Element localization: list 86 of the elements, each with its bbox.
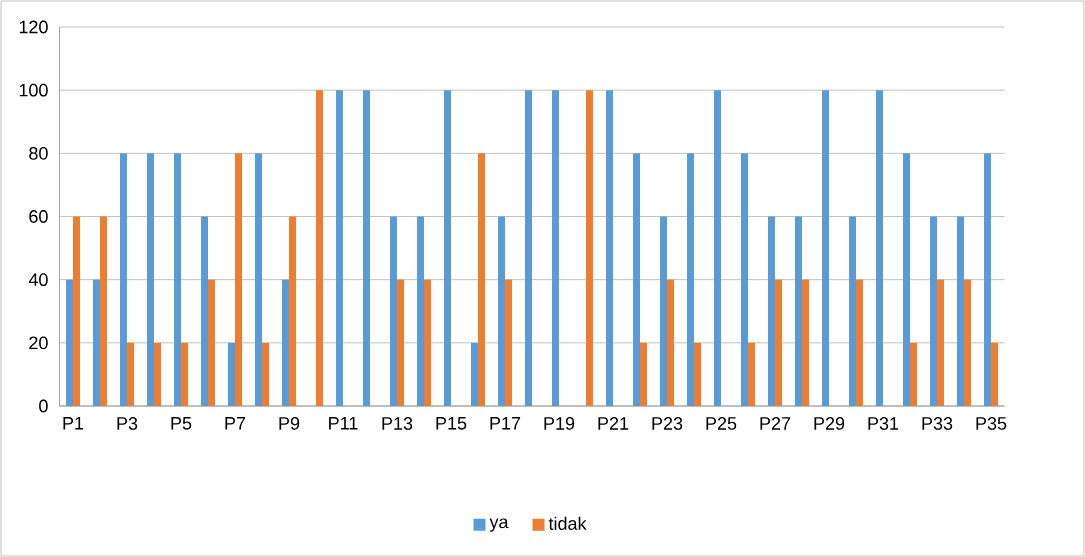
y-tick-label: 100 xyxy=(19,83,48,97)
bar xyxy=(255,153,263,406)
bar xyxy=(741,153,749,406)
x-tick-label: P15 xyxy=(436,417,467,430)
bar xyxy=(201,216,209,406)
legend-label: tidak xyxy=(548,516,587,530)
x-tick-label: P5 xyxy=(171,417,192,430)
bar xyxy=(768,216,776,406)
x-tick-label: P1 xyxy=(63,417,84,430)
bar xyxy=(424,279,431,406)
bar xyxy=(93,279,100,406)
bar xyxy=(910,342,918,406)
bar xyxy=(390,216,397,406)
x-tick-label: P23 xyxy=(652,417,683,430)
bar xyxy=(984,153,992,406)
bar xyxy=(856,279,864,406)
x-tick-label: P29 xyxy=(814,417,845,430)
x-tick-label: P17 xyxy=(490,417,521,430)
bar xyxy=(802,279,810,406)
bar xyxy=(181,342,188,406)
bar xyxy=(147,153,154,406)
x-tick-label: P31 xyxy=(868,417,899,430)
bar xyxy=(66,279,73,406)
bar xyxy=(336,90,343,406)
bar xyxy=(606,90,613,406)
bar xyxy=(282,279,290,406)
bar xyxy=(633,153,640,406)
bar xyxy=(397,279,405,406)
bar xyxy=(120,153,127,406)
bar xyxy=(505,279,513,406)
bar xyxy=(714,90,722,406)
bar xyxy=(822,90,830,406)
bar xyxy=(316,90,324,406)
y-tick-label: 20 xyxy=(29,336,48,350)
bar xyxy=(667,279,675,406)
x-tick-label: P35 xyxy=(976,417,1007,430)
x-tick-label: P19 xyxy=(544,417,575,430)
bar xyxy=(930,216,938,406)
bar xyxy=(471,342,479,406)
bar xyxy=(478,153,485,406)
x-tick-label: P13 xyxy=(382,417,413,430)
bar xyxy=(208,279,215,406)
bar xyxy=(73,216,81,406)
x-tick-label: P7 xyxy=(225,417,246,430)
bar xyxy=(660,216,668,406)
bar xyxy=(687,153,695,406)
bar xyxy=(775,279,783,406)
bar xyxy=(417,216,425,406)
bar xyxy=(525,90,533,406)
bar xyxy=(552,90,560,406)
bar xyxy=(640,342,648,406)
bar xyxy=(235,153,242,406)
y-tick-label: 40 xyxy=(28,273,48,287)
bar xyxy=(903,153,911,406)
bar xyxy=(748,342,756,406)
bar xyxy=(444,90,452,406)
bar xyxy=(964,279,972,406)
x-tick-label: P27 xyxy=(760,417,791,430)
bar xyxy=(262,342,270,406)
x-tick-label: P3 xyxy=(117,417,138,430)
x-tick-label: P33 xyxy=(922,417,953,430)
bar xyxy=(849,216,857,406)
bar xyxy=(876,90,883,406)
bar xyxy=(937,279,945,406)
bar xyxy=(154,342,161,406)
bar xyxy=(991,342,999,406)
bar xyxy=(174,153,182,406)
x-tick-label: P25 xyxy=(706,417,737,430)
bar xyxy=(127,342,134,406)
y-tick-label: 0 xyxy=(39,399,48,413)
y-tick-label: 120 xyxy=(19,20,48,34)
y-tick-label: 60 xyxy=(29,210,48,223)
bar xyxy=(228,342,236,406)
bar xyxy=(694,342,701,406)
bar xyxy=(498,216,506,406)
x-tick-label: P9 xyxy=(279,417,300,430)
x-tick-label: P11 xyxy=(329,417,358,430)
bar xyxy=(363,90,370,406)
bar xyxy=(289,216,297,406)
bar xyxy=(586,90,594,406)
legend-label: ya xyxy=(489,518,509,532)
bar xyxy=(795,216,803,406)
bar xyxy=(100,216,108,406)
x-tick-label: P21 xyxy=(598,417,629,430)
bar xyxy=(957,216,965,406)
y-tick-label: 80 xyxy=(29,146,48,160)
